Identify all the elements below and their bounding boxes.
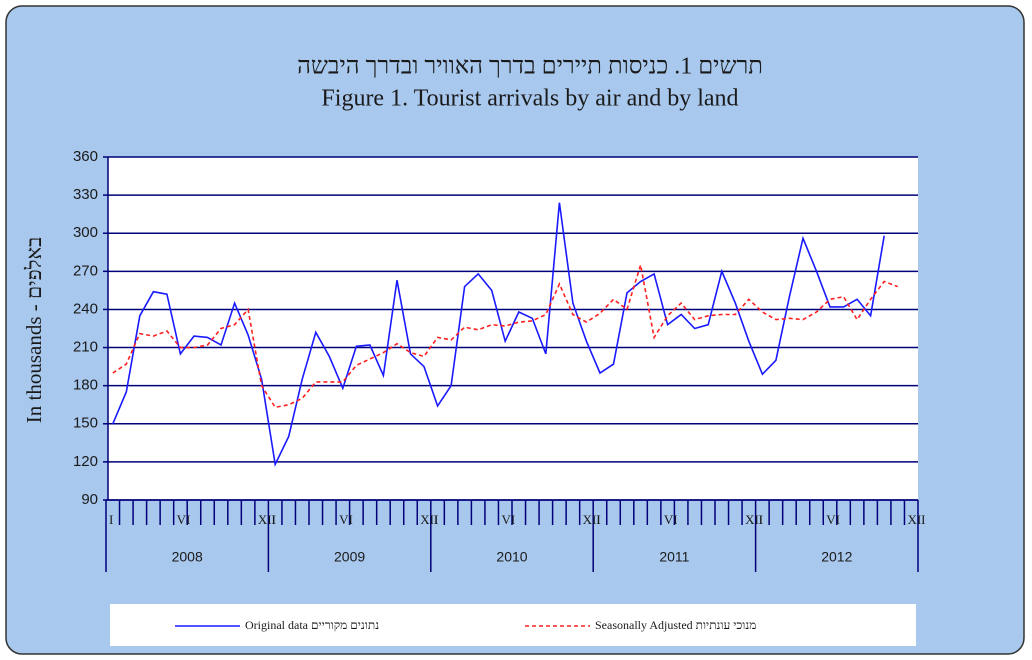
- y-tick-label: 330: [73, 186, 98, 203]
- plot-area: [108, 157, 918, 500]
- y-tick-label: 240: [73, 300, 98, 317]
- year-label: 2012: [821, 549, 852, 565]
- year-label: 2009: [334, 549, 365, 565]
- y-tick-label: 90: [81, 491, 98, 508]
- chart-subtitle: Figure 1. Tourist arrivals by air and by…: [321, 86, 738, 112]
- chart-title: תרשים 1. כניסות תיירים בדרך האוויר ובדרך…: [297, 54, 763, 80]
- x-tick-label: I: [759, 512, 763, 527]
- x-tick-label: I: [109, 512, 113, 527]
- series-line: [112, 202, 885, 468]
- y-tick-label: 150: [73, 415, 98, 432]
- y-tick-label: 270: [73, 262, 98, 279]
- year-label: 2010: [496, 549, 527, 565]
- x-tick-label: XII: [258, 512, 276, 527]
- legend: [110, 604, 916, 646]
- y-tick-label: 120: [73, 453, 98, 470]
- x-tick-label: VI: [177, 512, 191, 527]
- x-tick-label: XII: [420, 512, 438, 527]
- x-tick-label: I: [596, 512, 600, 527]
- x-tick-label: XII: [745, 512, 763, 527]
- x-tick-label: I: [271, 512, 275, 527]
- y-tick-label: 300: [73, 224, 98, 241]
- x-tick-label: XII: [907, 512, 925, 527]
- x-tick-label: VI: [339, 512, 353, 527]
- y-tick-label: 180: [73, 377, 98, 394]
- x-tick-label: VI: [664, 512, 678, 527]
- x-tick-label: I: [434, 512, 438, 527]
- year-label: 2008: [172, 549, 203, 565]
- x-tick-label: XII: [583, 512, 601, 527]
- y-tick-label: 210: [73, 339, 98, 356]
- year-label: 2011: [659, 549, 689, 565]
- y-tick-label: 360: [73, 148, 98, 165]
- y-axis-label: In thousands - באלפים: [22, 237, 46, 423]
- x-tick-label: VI: [501, 512, 515, 527]
- legend-label: Seasonally Adjusted מנוכי עונתיות: [595, 618, 756, 632]
- x-tick-label: VI: [826, 512, 840, 527]
- series-line: [112, 264, 898, 409]
- legend-label: Original data נתונים מקוריים: [245, 618, 379, 632]
